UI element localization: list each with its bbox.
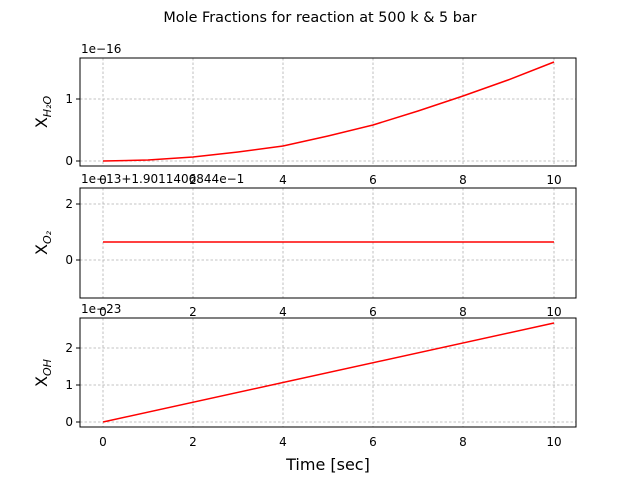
svg-text:8: 8 [459, 435, 467, 449]
grid [80, 188, 576, 298]
svg-text:4: 4 [279, 173, 287, 187]
svg-text:XOH: XOH [32, 359, 54, 387]
svg-text:2: 2 [65, 197, 73, 211]
svg-text:2: 2 [65, 341, 73, 355]
axes-frame [79, 187, 577, 299]
svg-text:6: 6 [369, 435, 377, 449]
svg-text:0: 0 [99, 435, 107, 449]
y-ticks: 0 1 [65, 92, 73, 168]
offset-text: 1e−23 [81, 302, 121, 316]
svg-text:8: 8 [459, 305, 467, 319]
y-label: XOH [32, 359, 54, 387]
oh-line [102, 322, 555, 423]
x-ticks: 0 2 4 6 8 10 [99, 305, 561, 319]
svg-text:0: 0 [65, 253, 73, 267]
offset-text: 1e−16 [81, 42, 121, 56]
svg-text:2: 2 [189, 173, 197, 187]
svg-text:1: 1 [65, 378, 73, 392]
svg-text:XO₂: XO₂ [32, 230, 54, 255]
svg-text:0: 0 [99, 305, 107, 319]
svg-text:2: 2 [189, 305, 197, 319]
svg-text:XH₂O: XH₂O [32, 96, 54, 129]
svg-text:2: 2 [189, 435, 197, 449]
subplot-o2: 0 2 0 2 4 6 8 10 1e−13+1.9011406844e−1 XO₂ [32, 172, 577, 319]
x-ticks: 0 2 4 6 8 10 [99, 173, 561, 187]
svg-text:6: 6 [369, 173, 377, 187]
y-ticks: 0 2 [65, 197, 73, 267]
svg-text:10: 10 [546, 173, 561, 187]
svg-text:10: 10 [546, 305, 561, 319]
y-label: XO₂ [32, 230, 54, 255]
figure-title: Mole Fractions for reaction at 500 k & 5… [163, 10, 476, 26]
svg-text:4: 4 [279, 305, 287, 319]
axes-frame [79, 317, 577, 428]
svg-text:4: 4 [279, 435, 287, 449]
y-label: XH₂O [32, 96, 54, 129]
offset-text: 1e−13+1.9011406844e−1 [81, 172, 244, 186]
h2o-line [102, 61, 555, 162]
y-ticks: 0 1 2 [65, 341, 73, 429]
x-ticks: 0 2 4 6 8 10 [99, 435, 561, 449]
grid [80, 318, 576, 427]
svg-text:10: 10 [546, 435, 561, 449]
x-label: Time [sec] [285, 455, 370, 474]
svg-text:0: 0 [99, 173, 107, 187]
axes-frame [79, 57, 577, 167]
svg-text:0: 0 [65, 415, 73, 429]
svg-text:0: 0 [65, 154, 73, 168]
grid [80, 58, 576, 166]
svg-text:1: 1 [65, 92, 73, 106]
svg-text:8: 8 [459, 173, 467, 187]
svg-text:6: 6 [369, 305, 377, 319]
